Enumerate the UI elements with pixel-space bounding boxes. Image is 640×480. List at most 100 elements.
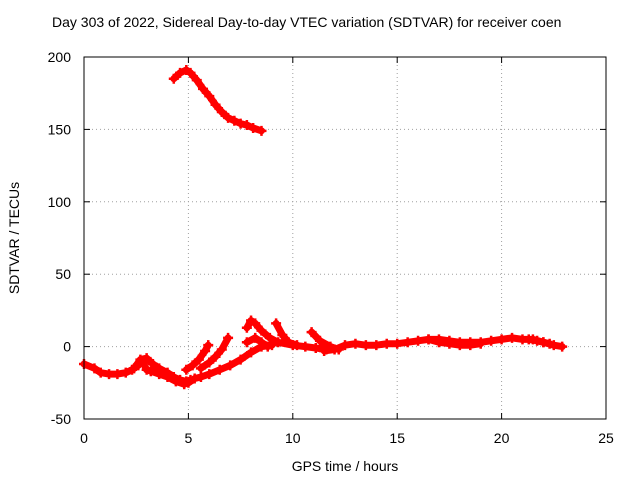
data-point	[507, 332, 518, 343]
data-point	[198, 83, 209, 94]
data-point	[193, 354, 204, 365]
data-point	[306, 327, 317, 338]
data-point	[454, 340, 465, 351]
axis-ticks	[83, 56, 607, 420]
data-point	[203, 340, 214, 351]
series-line-arc6	[243, 317, 330, 353]
data-point	[250, 332, 261, 343]
data-point	[314, 335, 325, 346]
data-point	[300, 341, 311, 352]
data-series	[79, 65, 568, 390]
data-point	[223, 112, 234, 123]
data-point	[112, 369, 123, 380]
data-point	[392, 338, 403, 349]
tick-labels: 0 5 10 15 20 25 -50 0 50 100 150 200	[48, 49, 614, 446]
data-point	[360, 340, 371, 351]
data-point	[538, 337, 549, 348]
data-point	[175, 67, 186, 78]
chart-title: Day 303 of 2022, Sidereal Day-to-day VTE…	[52, 14, 561, 30]
data-point	[145, 366, 156, 377]
grid-lines	[84, 57, 606, 419]
data-point	[129, 363, 140, 374]
y-tick-label: 200	[48, 49, 72, 65]
data-point	[204, 91, 215, 102]
data-point	[235, 118, 246, 129]
x-tick-label: 5	[185, 430, 193, 446]
data-point	[310, 343, 321, 354]
series-line-arc7	[243, 334, 272, 351]
data-point	[433, 337, 444, 348]
data-point	[271, 318, 282, 329]
data-point	[486, 335, 497, 346]
data-point	[381, 338, 392, 349]
y-tick-label: 150	[48, 121, 72, 137]
data-point	[273, 337, 284, 348]
data-point	[523, 334, 534, 345]
data-point	[223, 332, 234, 343]
data-point	[241, 322, 252, 333]
x-axis-label: GPS time / hours	[292, 458, 399, 474]
x-tick-label: 25	[598, 430, 614, 446]
data-point	[187, 360, 198, 371]
data-point	[204, 357, 215, 368]
data-point	[95, 367, 106, 378]
series-line-arc8	[272, 319, 301, 349]
data-point	[183, 377, 194, 388]
data-point	[200, 345, 211, 356]
data-point	[402, 337, 413, 348]
data-point	[89, 363, 100, 374]
data-point	[444, 338, 455, 349]
data-point	[256, 325, 267, 336]
data-point	[216, 344, 227, 355]
data-point	[256, 125, 267, 136]
data-point	[189, 373, 200, 384]
data-point	[214, 364, 225, 375]
data-point	[137, 356, 148, 367]
data-point	[371, 340, 382, 351]
data-point	[465, 340, 476, 351]
data-point	[544, 338, 555, 349]
data-point	[120, 367, 131, 378]
data-point	[248, 122, 259, 133]
data-point	[340, 340, 350, 351]
data-point	[241, 120, 252, 131]
y-tick-label: -50	[51, 411, 71, 427]
y-tick-label: 100	[48, 194, 72, 210]
data-point	[185, 67, 196, 78]
data-point	[147, 358, 158, 369]
y-tick-label: 50	[55, 266, 71, 282]
data-point	[496, 334, 507, 345]
data-point	[246, 347, 257, 358]
data-point	[195, 372, 206, 383]
data-point	[191, 75, 202, 86]
data-point	[154, 369, 165, 380]
data-point	[210, 351, 221, 362]
data-point	[104, 369, 115, 380]
data-point	[277, 330, 288, 341]
x-tick-label: 0	[80, 430, 88, 446]
data-point	[262, 341, 273, 352]
data-point	[162, 372, 173, 383]
data-point	[235, 354, 246, 365]
data-point	[283, 337, 294, 348]
data-point	[532, 335, 543, 346]
data-point	[256, 337, 267, 348]
x-tick-label: 10	[285, 430, 301, 446]
data-point	[216, 107, 227, 118]
data-point	[350, 338, 361, 349]
data-point	[329, 344, 340, 355]
x-tick-label: 15	[389, 430, 405, 446]
data-point	[475, 338, 486, 349]
data-point	[195, 363, 206, 374]
data-point	[210, 99, 221, 110]
data-point	[413, 335, 424, 346]
data-point	[423, 334, 434, 345]
plot-frame	[83, 56, 607, 420]
data-point	[557, 341, 568, 352]
x-tick-label: 20	[494, 430, 510, 446]
series-line-arc13	[170, 66, 265, 135]
data-point	[229, 115, 240, 126]
data-point	[241, 337, 252, 348]
data-point	[250, 318, 261, 329]
